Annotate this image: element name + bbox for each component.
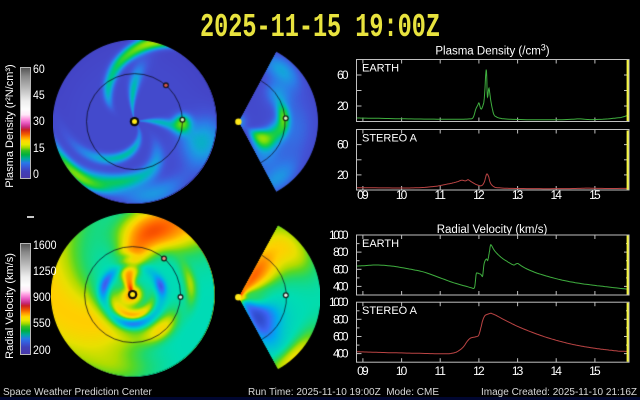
svg-text:STEREO A: STEREO A: [362, 133, 418, 145]
svg-text:10: 10: [396, 188, 408, 202]
svg-text:12: 12: [473, 188, 485, 202]
svg-text:15: 15: [589, 188, 601, 202]
svg-text:13: 13: [512, 364, 524, 378]
svg-text:14: 14: [550, 188, 562, 202]
svg-text:09: 09: [357, 188, 369, 202]
svg-text:600: 600: [333, 330, 349, 344]
svg-text:EARTH: EARTH: [362, 63, 399, 75]
svg-text:EARTH: EARTH: [362, 238, 399, 250]
svg-text:09: 09: [357, 364, 369, 378]
svg-text:12: 12: [473, 364, 485, 378]
svg-text:400: 400: [333, 347, 349, 361]
svg-text:1000: 1000: [329, 295, 349, 309]
svg-text:400: 400: [333, 279, 349, 293]
svg-text:60: 60: [337, 138, 349, 152]
svg-text:15: 15: [589, 364, 601, 378]
svg-text:STEREO A: STEREO A: [362, 305, 418, 317]
svg-text:10: 10: [396, 364, 408, 378]
svg-text:1000: 1000: [329, 228, 349, 242]
svg-text:Plasma Density (/cm3): Plasma Density (/cm3): [435, 43, 549, 58]
svg-text:60: 60: [337, 68, 349, 82]
svg-text:20: 20: [337, 168, 349, 182]
svg-text:800: 800: [333, 245, 349, 259]
svg-text:11: 11: [434, 188, 446, 202]
svg-text:Radial Velocity (km/s): Radial Velocity (km/s): [437, 224, 548, 236]
svg-text:11: 11: [434, 364, 446, 378]
svg-text:13: 13: [512, 188, 524, 202]
svg-text:600: 600: [333, 262, 349, 276]
svg-text:800: 800: [333, 312, 349, 326]
svg-text:14: 14: [550, 364, 562, 378]
svg-text:20: 20: [337, 99, 349, 113]
